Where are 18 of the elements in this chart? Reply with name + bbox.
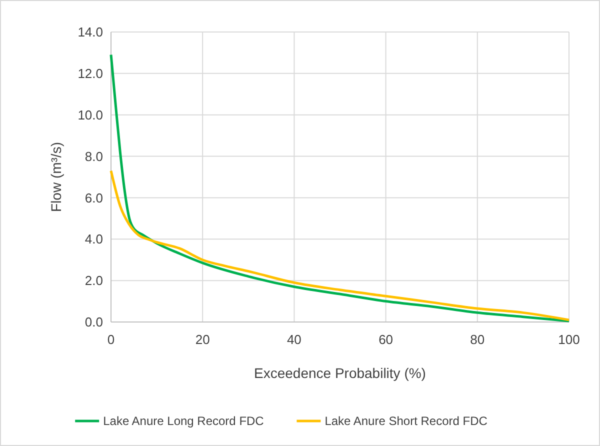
y-tick-label: 12.0 (78, 66, 103, 81)
legend-label: Lake Anure Short Record FDC (324, 414, 488, 428)
y-tick-label: 4.0 (84, 232, 103, 247)
y-tick-label: 0.0 (84, 314, 103, 330)
legend-label: Lake Anure Long Record FDC (103, 414, 264, 428)
x-tick-label: 60 (378, 332, 394, 347)
x-tick-label: 20 (195, 332, 210, 347)
x-tick-label: 40 (286, 332, 302, 347)
y-tick-label: 10.0 (78, 107, 103, 122)
x-tick-label: 100 (558, 332, 580, 347)
y-tick-label: 6.0 (84, 190, 103, 206)
x-tick-label: 80 (470, 332, 485, 347)
y-tick-label: 2.0 (84, 273, 103, 288)
y-tick-label: 8.0 (84, 148, 103, 164)
y-axis-title: Flow (m³/s) (48, 142, 64, 212)
x-tick-label: 0 (107, 332, 115, 347)
y-tick-label: 14.0 (78, 24, 103, 40)
x-axis-title: Exceedence Probability (%) (254, 365, 426, 381)
